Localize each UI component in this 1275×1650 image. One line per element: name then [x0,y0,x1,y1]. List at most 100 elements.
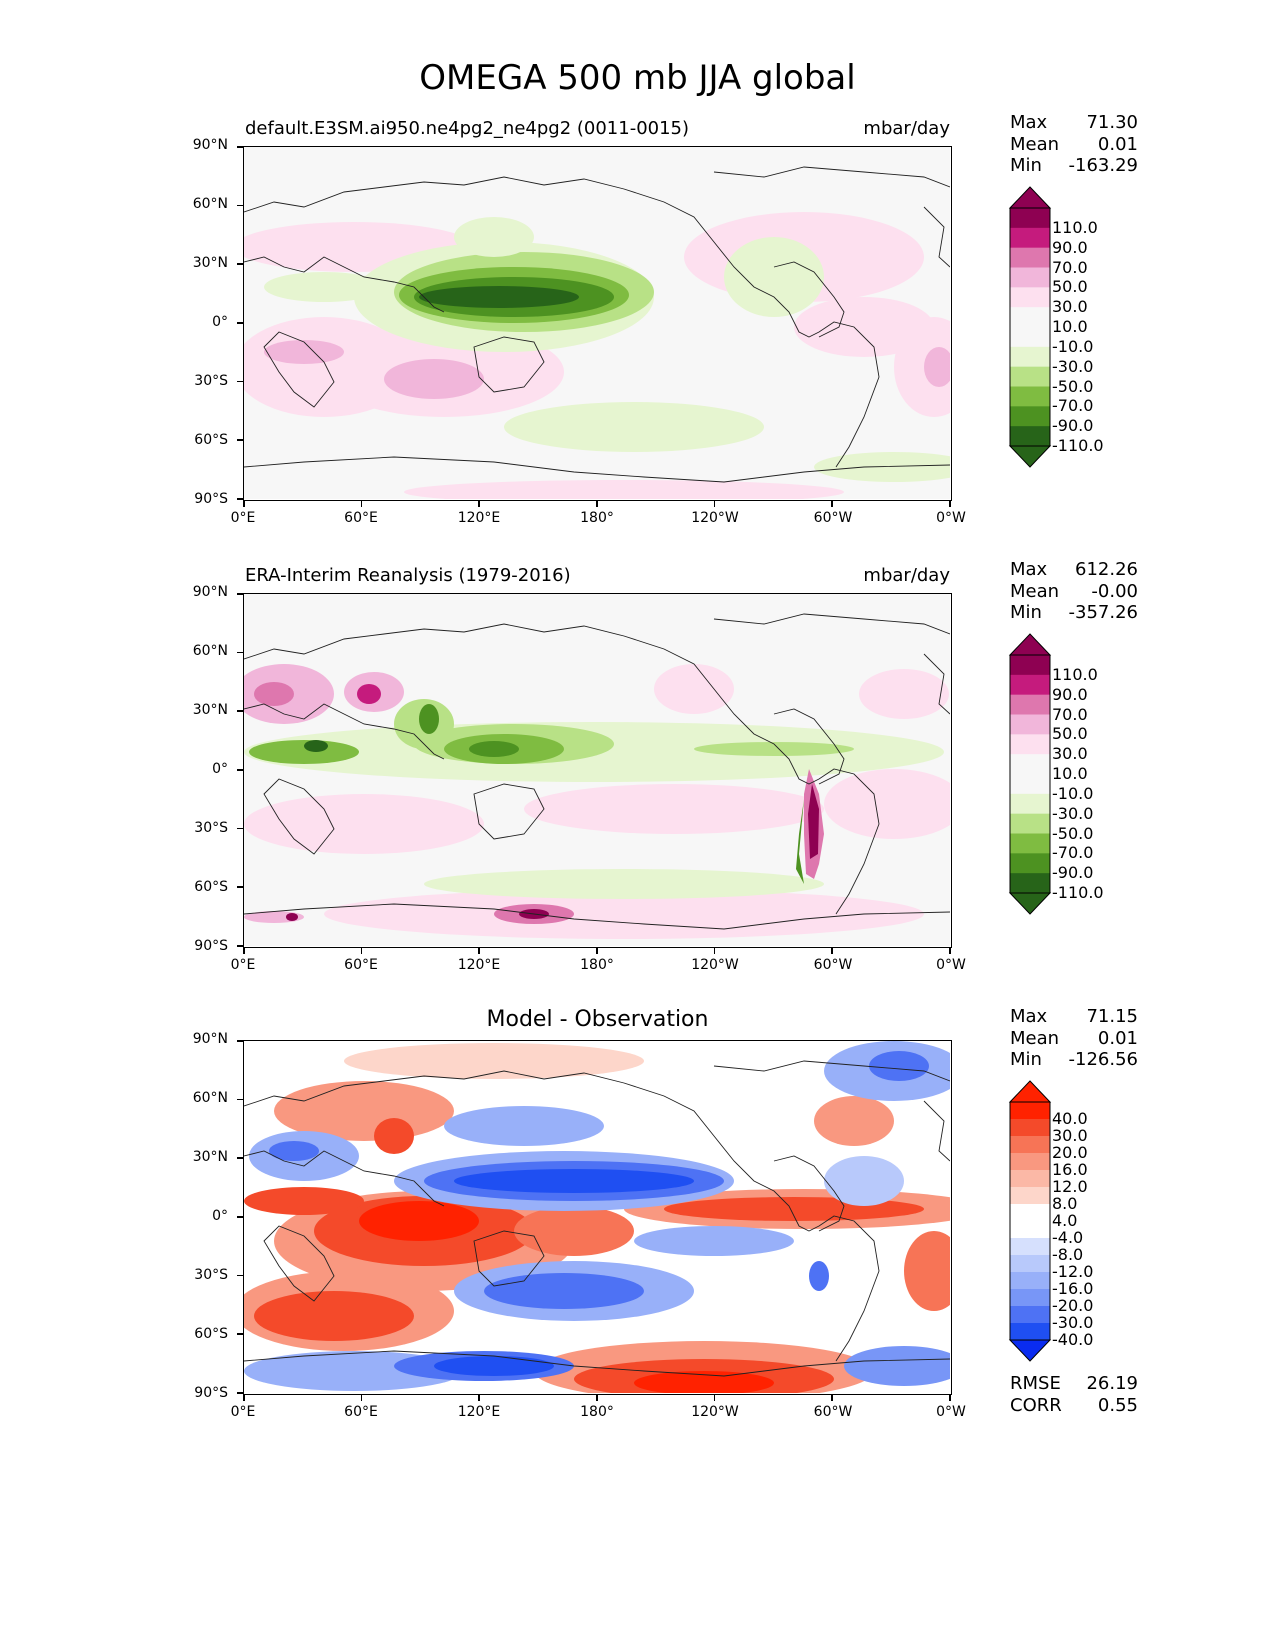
lat-tickmark [237,1216,243,1218]
colorbar-tick-label: -16.0 [1052,1279,1094,1298]
panel-units: mbar/day [863,118,950,139]
panel-title: ERA-Interim Reanalysis (1979-2016) [245,565,571,586]
stat-label: CORR [1010,1394,1062,1416]
lat-tickmark [237,1157,243,1159]
colorbar-bin [1010,714,1050,735]
stat-min: -357.26 [1068,602,1138,623]
lat-tick: 0° [212,761,228,777]
colorbar-tick-label: 10.0 [1052,317,1088,336]
colorbar-tick-label: 30.0 [1052,1126,1088,1145]
colorbar-extend-bottom [1008,892,1052,915]
colorbar-bin [1010,1102,1050,1120]
colorbar-bin [1010,1136,1050,1154]
colorbar-extend-top [1008,633,1052,656]
stat-label: Max [1010,1006,1048,1027]
colorbar-tick-label: -70.0 [1052,396,1094,416]
lon-tickmark [831,1395,833,1401]
map-svg [244,1041,950,1393]
colorbar-tick-label: -90.0 [1052,863,1094,883]
lat-tick: 30°S [194,373,228,389]
lon-tick: 120°W [691,1404,739,1420]
colorbar-outline [1009,207,1051,447]
colorbar-tick-label: -8.0 [1052,1245,1084,1264]
lon-tickmark [831,948,833,954]
lon-tickmark [596,501,598,507]
lon-tick: 0°E [230,510,256,526]
lon-tick: 120°W [691,957,739,973]
stat-max: 71.15 [1086,1006,1138,1027]
lon-tickmark [360,501,363,507]
colorbar-bin [1010,754,1050,775]
lat-tick: 30°S [194,820,228,836]
stats-block: Max 612.26 Mean -0.00 Min -357.26 [1010,559,1138,624]
lon-tick: 60°W [813,510,853,526]
lat-tickmark [237,1274,243,1277]
lat-tickmark [237,146,243,148]
lat-tick: 30°S [194,1267,228,1283]
colorbar-svg [1008,186,1052,468]
colorbar-tick-label: -50.0 [1052,823,1094,843]
lat-tick: 60°S [194,879,228,895]
colorbar-tick-label: 40.0 [1052,1109,1088,1128]
panel-title: Model - Observation [486,1007,709,1032]
colorbar-bin [1010,247,1050,268]
lat-tickmark [237,651,243,654]
colorbar-bin [1010,873,1050,894]
colorbar-bin [1010,1221,1050,1239]
colorbar-tick-label: -70.0 [1052,843,1094,863]
stats-block: Max 71.15 Mean 0.01 Min -126.56 [1010,1006,1138,1071]
lon-tickmark [243,948,245,954]
colorbar-tick-label: 70.0 [1052,704,1088,724]
lat-tick: 90°N [192,1031,228,1047]
map-svg [244,147,950,499]
lon-tick: 60°W [813,1404,853,1420]
map-plot [243,146,952,501]
stat-mean: 0.01 [1097,133,1138,155]
lon-tick: 60°E [344,1404,378,1420]
lon-tickmark [478,501,480,507]
colorbar-bin [1010,327,1050,348]
lat-tick: 60°N [192,1090,228,1106]
lon-tickmark [243,501,245,507]
lat-tick: 30°N [192,255,228,271]
colorbar-tick-label: -40.0 [1052,1330,1094,1349]
colorbar-bin [1010,1170,1050,1188]
colorbar-tick-label: 12.0 [1052,1177,1088,1196]
colorbar-bin [1010,674,1050,696]
lon-tick: 0°E [230,1404,256,1420]
lon-tick: 120°E [457,510,501,526]
stat-label: Mean [1010,133,1060,155]
colorbar-bin [1010,813,1050,834]
colorbar-tick-label: 50.0 [1052,724,1088,744]
colorbar-bin [1010,734,1050,755]
stat-corr: 0.55 [1097,1394,1138,1416]
colorbar-tick-label: -4.0 [1052,1228,1084,1247]
stat-max: 612.26 [1075,559,1138,580]
lat-tick: 60°S [194,432,228,448]
colorbar-tick-label: 90.0 [1052,237,1088,257]
stat-label: Max [1010,559,1048,580]
stat-rmse: 26.19 [1086,1373,1138,1394]
colorbar: 40.0 30.0 20.0 16.0 12.0 8.0 4.0 -4.0 -8.0 -12.0-… [1008,1080,1128,1362]
colorbar-bin [1010,366,1050,387]
lon-tick: 120°E [457,1404,501,1420]
lat-tick: 90°S [194,938,228,954]
colorbar-bin [1010,1187,1050,1205]
colorbar-tick-label: -10.0 [1052,783,1094,803]
stat-label: Min [1010,155,1042,176]
colorbar-tick-label: 30.0 [1052,744,1088,764]
colorbar-bin [1010,1119,1050,1137]
lon-tickmark [596,1395,598,1401]
colorbar-tick-label: -30.0 [1052,803,1094,823]
colorbar-tick-label: 4.0 [1052,1211,1078,1230]
colorbar-bin [1010,208,1050,229]
colorbar-bin [1010,267,1050,288]
colorbar-bin [1010,833,1050,854]
colorbar-tick-label: -30.0 [1052,1313,1094,1332]
colorbar-bin [1010,1204,1050,1222]
lat-tick: 90°S [194,491,228,507]
stat-max: 71.30 [1086,112,1138,133]
colorbar-tick-label: 20.0 [1052,1143,1088,1162]
lat-tickmark [237,263,243,265]
colorbar-tick-label: 10.0 [1052,764,1088,783]
